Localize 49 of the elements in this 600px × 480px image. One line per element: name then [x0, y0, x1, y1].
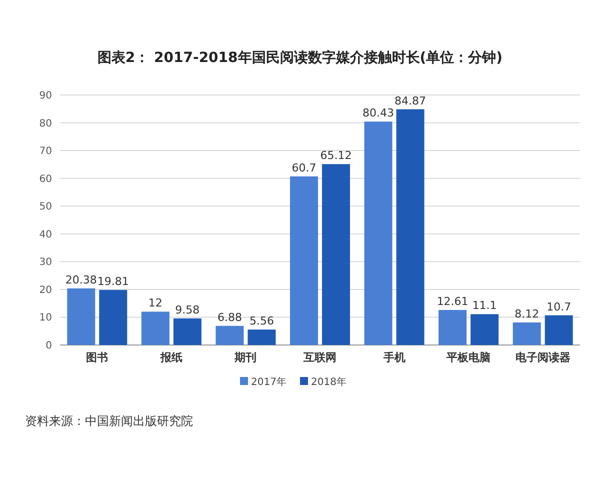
- data-label: 5.56: [249, 314, 274, 328]
- data-label: 20.38: [65, 273, 97, 286]
- y-tick-label: 30: [39, 257, 52, 268]
- x-tick-label: 平板电脑: [446, 351, 491, 364]
- bar: [99, 290, 128, 345]
- legend-label: 2018年: [311, 376, 346, 388]
- bar: [470, 314, 499, 345]
- data-label: 60.7: [292, 161, 316, 174]
- data-label: 65.12: [320, 149, 352, 162]
- data-label: 11.1: [472, 299, 497, 312]
- data-label: 84.87: [394, 94, 426, 108]
- bar: [290, 176, 318, 345]
- x-tick-label: 电子阅读器: [515, 351, 570, 364]
- y-tick-label: 70: [39, 146, 52, 158]
- bar: [512, 322, 541, 345]
- data-label: 10.7: [546, 300, 572, 314]
- bar: [322, 164, 350, 345]
- bar: [216, 326, 244, 345]
- text: 资料来源：中国新闻出版研究院: [25, 414, 193, 428]
- bar: [438, 310, 467, 345]
- y-tick-label: 20: [39, 284, 52, 296]
- bar: [544, 315, 573, 345]
- y-tick-label: 80: [39, 118, 52, 130]
- bar: [364, 122, 392, 345]
- x-tick-label: 报纸: [159, 351, 182, 364]
- x-tick-label: 期刊: [234, 351, 257, 364]
- y-tick-label: 40: [39, 229, 52, 240]
- y-tick-label: 90: [39, 90, 52, 102]
- y-tick-label: 60: [39, 174, 52, 185]
- data-label: 6.88: [217, 310, 242, 324]
- y-tick-label: 50: [39, 202, 52, 213]
- data-label: 8.12: [514, 307, 540, 320]
- data-label: 12.61: [436, 294, 468, 308]
- y-tick-label: 0: [46, 340, 52, 352]
- chart-title: 图表2： 2017-2018年国民阅读数字媒介接触时长(单位：分钟): [97, 49, 503, 66]
- bar: [248, 330, 276, 345]
- data-label: 19.81: [97, 274, 129, 288]
- x-tick-label: 互联网: [302, 351, 336, 364]
- bar: [67, 288, 96, 345]
- bar: [396, 109, 424, 345]
- legend-label: 2017年: [251, 376, 286, 388]
- x-tick-label: 手机: [382, 351, 406, 364]
- x-tick-label: 图书: [86, 351, 108, 364]
- bar: [141, 312, 170, 345]
- data-label: 80.43: [362, 106, 394, 120]
- bar: [173, 318, 202, 345]
- y-tick-label: 10: [39, 312, 52, 324]
- data-label: 12: [148, 296, 162, 310]
- data-label: 9.58: [175, 303, 200, 316]
